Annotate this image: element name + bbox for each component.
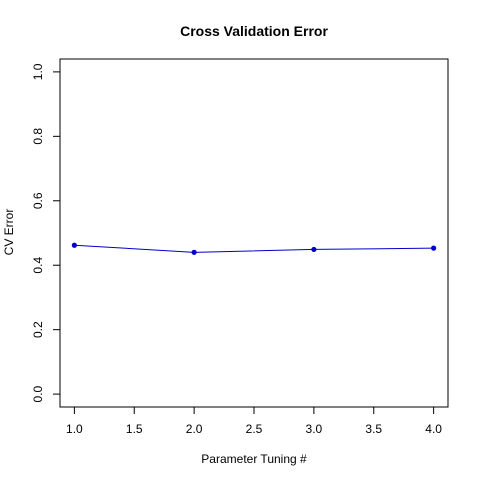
- y-tick-label: 0.0: [31, 385, 45, 402]
- y-tick-label: 0.2: [31, 321, 45, 338]
- plot-frame: [59, 58, 449, 408]
- x-tick-label: 3.0: [306, 422, 323, 436]
- y-axis: 0.0 0.2 0.4 0.6 0.8 1.0: [31, 63, 61, 402]
- y-tick-label: 0.4: [31, 257, 45, 274]
- y-tick-label: 0.8: [31, 128, 45, 145]
- chart-title: Cross Validation Error: [180, 23, 328, 39]
- x-tick-label: 1.5: [126, 422, 143, 436]
- series-line: [74, 244, 434, 253]
- series-layer: [71, 242, 437, 255]
- x-axis-label: Parameter Tuning #: [201, 452, 307, 466]
- data-point: [71, 242, 77, 248]
- y-tick-label: 1.0: [31, 63, 45, 80]
- x-tick-label: 2.5: [246, 422, 263, 436]
- data-point: [431, 245, 437, 251]
- x-tick-label: 3.5: [365, 422, 382, 436]
- y-tick-label: 0.6: [31, 192, 45, 209]
- data-point: [311, 246, 317, 253]
- x-tick-label: 4.0: [425, 422, 442, 436]
- x-tick-label: 1.0: [66, 422, 83, 436]
- x-tick-label: 2.0: [186, 422, 203, 436]
- x-axis: 1.0 1.5 2.0 2.5 3.0 3.5 4.0: [66, 406, 442, 436]
- data-point: [191, 249, 197, 255]
- y-axis-label: CV Error: [2, 209, 16, 256]
